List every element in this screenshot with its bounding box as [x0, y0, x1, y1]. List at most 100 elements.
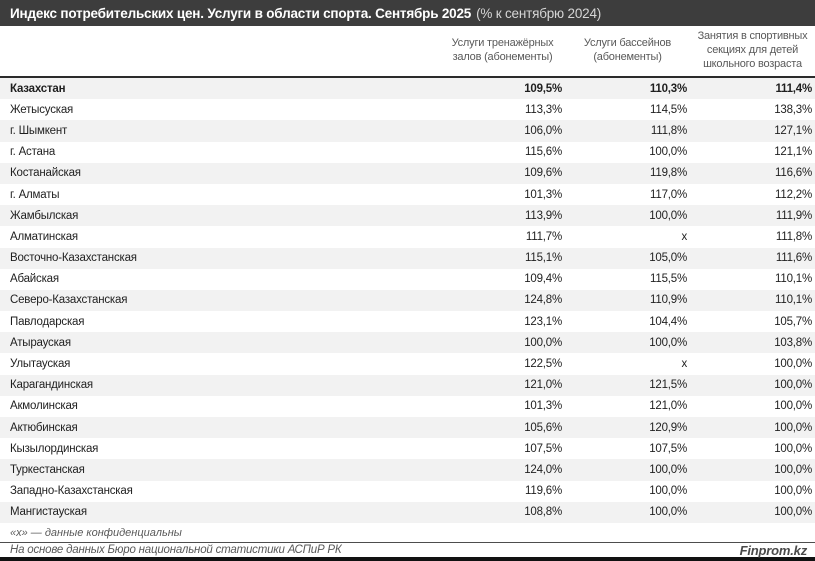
region-name: г. Астана — [10, 146, 56, 159]
value-cell: 104,4% — [649, 315, 687, 328]
table-row: Жетысуская 113,3% 114,5% 138,3% — [0, 99, 815, 121]
region-name: Мангистауская — [10, 506, 87, 519]
table-row: Улытауская 122,5% х 100,0% — [0, 353, 815, 375]
region-name: г. Шымкент — [10, 124, 68, 137]
value-cell: 100,0% — [649, 506, 687, 519]
value-cell: 116,6% — [775, 167, 812, 180]
value-cell: 100,0% — [649, 146, 687, 159]
table-row: Костанайская 109,6% 119,8% 116,6% — [0, 162, 815, 184]
value-cell: 101,3% — [524, 400, 562, 413]
region-name: Кызылординская — [10, 442, 99, 455]
value-cell: 105,0% — [649, 252, 687, 265]
table-body: Казахстан 109,5% 110,3% 111,4% Жетысуская 113… — [0, 78, 815, 523]
value-cell: 115,1% — [525, 252, 562, 265]
region-name: Карагандинская — [10, 379, 93, 392]
value-cell: 105,7% — [774, 315, 812, 328]
value-cell: 100,0% — [774, 421, 812, 434]
region-name: Северо-Казахстанская — [10, 294, 128, 307]
value-cell: 100,0% — [774, 485, 812, 498]
value-cell: 111,9% — [775, 209, 812, 222]
table-row: Северо-Казахстанская 124,8% 110,9% 110,1% — [0, 289, 815, 312]
value-cell: 122,5% — [524, 358, 562, 371]
value-cell: х — [681, 230, 687, 243]
value-cell: 121,1% — [774, 146, 812, 159]
table-row: Мангистауская 108,8% 100,0% 100,0% — [0, 501, 815, 523]
table-row: Казахстан 109,5% 110,3% 111,4% — [0, 78, 815, 100]
region-name: Атырауская — [10, 336, 71, 349]
value-cell: 121,0% — [649, 400, 687, 413]
region-name: г. Алматы — [10, 188, 60, 201]
column-header-gym: Услуги тренажёрных залов (абонементы) — [451, 37, 554, 63]
table-row: Туркестанская 124,0% 100,0% 100,0% — [0, 459, 815, 481]
value-cell: 138,3% — [774, 103, 812, 116]
value-cell: 100,0% — [774, 442, 812, 455]
value-cell: 111,8% — [650, 124, 687, 137]
title-bar: Индекс потребительских цен. Услуги в обл… — [0, 0, 815, 26]
value-cell: 106,0% — [524, 124, 562, 137]
value-cell: 109,6% — [524, 167, 562, 180]
value-cell: 100,0% — [774, 506, 812, 519]
source-row: На основе данных Бюро национальной стати… — [0, 542, 815, 558]
table-row: Карагандинская 121,0% 121,5% 100,0% — [0, 374, 815, 396]
value-cell: 123,1% — [524, 315, 562, 328]
value-cell: 103,8% — [774, 336, 812, 349]
column-header-pool: Услуги бассейнов (абонементы) — [583, 37, 672, 63]
bottom-accent-bar — [0, 557, 815, 561]
value-cell: 100,0% — [649, 336, 687, 349]
region-name: Улытауская — [10, 358, 71, 371]
value-cell: 100,0% — [649, 485, 687, 498]
value-cell: 100,0% — [649, 463, 687, 476]
value-cell: 121,0% — [524, 379, 562, 392]
table-row: Западно-Казахстанская 119,6% 100,0% 100,0% — [0, 480, 815, 502]
value-cell: 110,3% — [649, 82, 687, 95]
region-name: Костанайская — [10, 167, 81, 180]
value-cell: 110,1% — [775, 294, 812, 307]
page-title: Индекс потребительских цен. Услуги в обл… — [10, 5, 472, 21]
region-name: Абайская — [10, 273, 59, 286]
value-cell: 111,7% — [525, 230, 562, 243]
value-cell: 100,0% — [774, 463, 812, 476]
region-name: Акмолинская — [10, 400, 78, 413]
value-cell: 121,5% — [649, 379, 687, 392]
value-cell: 100,0% — [774, 358, 812, 371]
table-row: Акмолинская 101,3% 121,0% 100,0% — [0, 395, 815, 417]
region-name: Западно-Казахстанская — [10, 485, 133, 498]
value-cell: 100,0% — [774, 379, 812, 392]
value-cell: 101,3% — [524, 188, 562, 201]
value-cell: 114,5% — [650, 103, 687, 116]
region-name: Восточно-Казахстанская — [10, 252, 137, 265]
table-row: Актюбинская 105,6% 120,9% 100,0% — [0, 417, 815, 439]
value-cell: 107,5% — [524, 442, 562, 455]
region-name: Жетысуская — [10, 103, 74, 116]
column-header-region — [0, 26, 440, 76]
data-source-note: На основе данных Бюро национальной стати… — [10, 544, 342, 556]
table-row: г. Шымкент 106,0% 111,8% 127,1% — [0, 120, 815, 142]
value-cell: 113,9% — [525, 209, 562, 222]
value-cell: 109,5% — [524, 82, 562, 95]
confidentiality-footnote: «х» — данные конфиденциальны — [0, 523, 815, 542]
table-row: Абайская 109,4% 115,5% 110,1% — [0, 268, 815, 290]
value-cell: 120,9% — [649, 421, 687, 434]
value-cell: 100,0% — [649, 209, 687, 222]
value-cell: 110,1% — [775, 273, 812, 286]
table-row: г. Алматы 101,3% 117,0% 112,2% — [0, 183, 815, 206]
value-cell: 109,4% — [524, 273, 562, 286]
brand-logo: Finprom.kz — [739, 542, 808, 558]
region-name: Туркестанская — [10, 463, 85, 476]
table-row: г. Астана 115,6% 100,0% 121,1% — [0, 141, 815, 163]
value-cell: 119,6% — [525, 485, 562, 498]
value-cell: х — [681, 358, 687, 371]
table-header: Услуги тренажёрных залов (абонементы) Ус… — [0, 26, 815, 78]
value-cell: 113,3% — [525, 103, 562, 116]
value-cell: 108,8% — [524, 506, 562, 519]
value-cell: 119,8% — [650, 167, 687, 180]
value-cell: 115,6% — [525, 146, 562, 159]
value-cell: 100,0% — [524, 336, 562, 349]
value-cell: 111,6% — [775, 252, 812, 265]
table-row: Жамбылская 113,9% 100,0% 111,9% — [0, 205, 815, 227]
value-cell: 112,2% — [775, 188, 812, 201]
value-cell: 111,8% — [775, 230, 812, 243]
region-name: Актюбинская — [10, 421, 78, 434]
region-name: Жамбылская — [10, 209, 79, 222]
